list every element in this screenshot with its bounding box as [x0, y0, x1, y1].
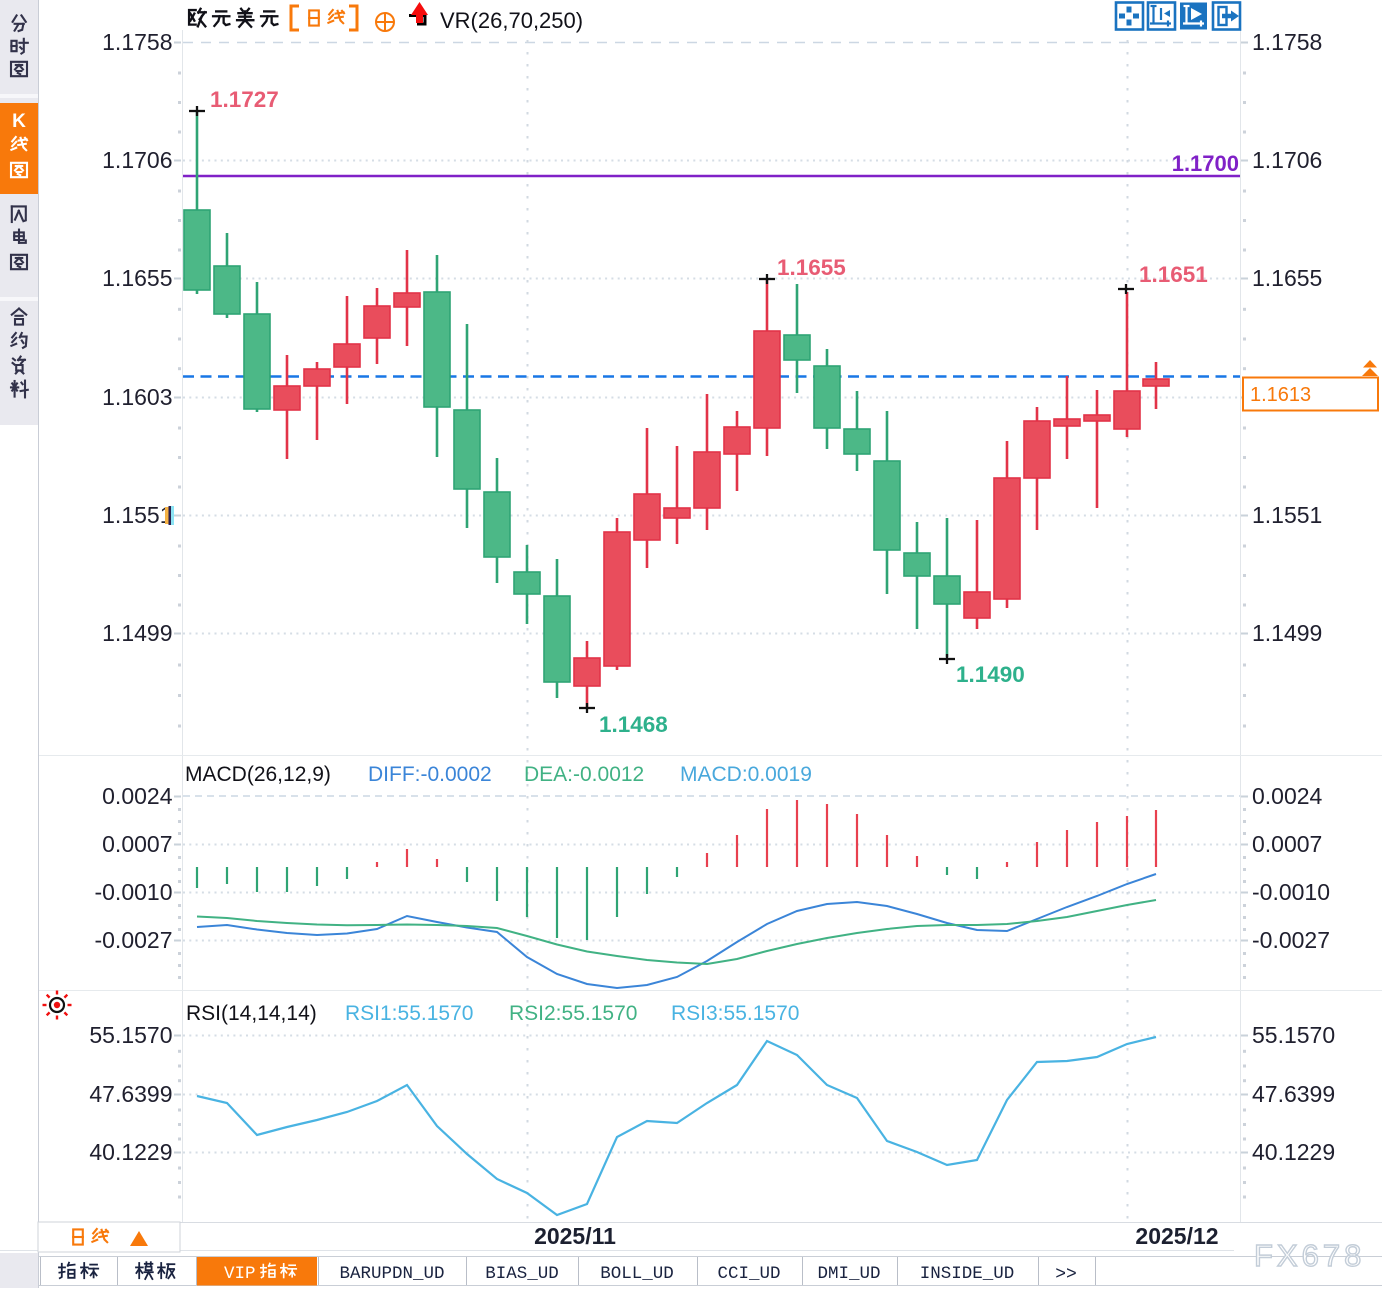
svg-text:0.0024: 0.0024 — [1252, 783, 1323, 809]
svg-text:MACD:0.0019: MACD:0.0019 — [680, 763, 812, 786]
svg-text:DEA:-0.0012: DEA:-0.0012 — [524, 763, 644, 786]
svg-text:1.1706: 1.1706 — [102, 147, 172, 173]
svg-text:INSIDE_UD: INSIDE_UD — [920, 1264, 1015, 1284]
svg-text:BOLL_UD: BOLL_UD — [600, 1264, 674, 1284]
svg-text:1.1758: 1.1758 — [1252, 29, 1322, 55]
svg-text:1.1655: 1.1655 — [102, 265, 172, 291]
svg-text:VR(26,70,250): VR(26,70,250) — [440, 8, 583, 33]
svg-text:55.1570: 55.1570 — [1252, 1022, 1335, 1048]
svg-text:1.1490: 1.1490 — [956, 662, 1025, 687]
svg-text:DIFF:-0.0002: DIFF:-0.0002 — [368, 763, 492, 786]
svg-text:RSI2:55.1570: RSI2:55.1570 — [509, 1002, 637, 1025]
svg-text:2025/12: 2025/12 — [1135, 1223, 1218, 1249]
svg-text:-0.0010: -0.0010 — [94, 879, 172, 905]
svg-text:47.6399: 47.6399 — [89, 1081, 172, 1107]
svg-text:47.6399: 47.6399 — [1252, 1081, 1335, 1107]
svg-text:RSI3:55.1570: RSI3:55.1570 — [671, 1002, 799, 1025]
svg-text:0.0007: 0.0007 — [102, 831, 172, 857]
svg-text:1.1613: 1.1613 — [1250, 384, 1311, 406]
svg-text:BIAS_UD: BIAS_UD — [485, 1264, 559, 1284]
svg-text:1.1551: 1.1551 — [1252, 502, 1322, 528]
svg-text:1.1655: 1.1655 — [777, 255, 846, 280]
svg-text:55.1570: 55.1570 — [89, 1022, 172, 1048]
svg-text:MACD(26,12,9): MACD(26,12,9) — [185, 763, 331, 786]
svg-text:1.1468: 1.1468 — [599, 712, 668, 737]
svg-text:K: K — [12, 111, 26, 132]
svg-text:1.1499: 1.1499 — [1252, 620, 1322, 646]
svg-text:VIP: VIP — [224, 1264, 256, 1284]
svg-text:1.1706: 1.1706 — [1252, 147, 1322, 173]
svg-text:0.0007: 0.0007 — [1252, 831, 1322, 857]
svg-text:40.1229: 40.1229 — [1252, 1139, 1335, 1165]
svg-text:1.1700: 1.1700 — [1172, 151, 1239, 176]
svg-text:1.1655: 1.1655 — [1252, 265, 1322, 291]
svg-text:RSI1:55.1570: RSI1:55.1570 — [345, 1002, 473, 1025]
svg-text:FX678: FX678 — [1254, 1238, 1365, 1273]
svg-text:RSI(14,14,14): RSI(14,14,14) — [186, 1002, 317, 1025]
svg-text:1.1551: 1.1551 — [102, 502, 172, 528]
svg-text:1.1603: 1.1603 — [102, 384, 172, 410]
svg-text:-0.0027: -0.0027 — [1252, 927, 1330, 953]
svg-text:1.1758: 1.1758 — [102, 29, 172, 55]
svg-text:-0.0027: -0.0027 — [94, 927, 172, 953]
svg-text:-0.0010: -0.0010 — [1252, 879, 1330, 905]
svg-text:0.0024: 0.0024 — [102, 783, 173, 809]
svg-text:1.1727: 1.1727 — [210, 87, 279, 112]
svg-text:BARUPDN_UD: BARUPDN_UD — [339, 1264, 444, 1284]
svg-text:2025/11: 2025/11 — [534, 1223, 616, 1249]
svg-text:CCI_UD: CCI_UD — [717, 1264, 780, 1284]
svg-text:40.1229: 40.1229 — [89, 1139, 172, 1165]
svg-text:DMI_UD: DMI_UD — [817, 1264, 880, 1284]
svg-text:1.1651: 1.1651 — [1139, 262, 1208, 287]
svg-text:>>: >> — [1055, 1265, 1077, 1285]
svg-text:1.1499: 1.1499 — [102, 620, 172, 646]
